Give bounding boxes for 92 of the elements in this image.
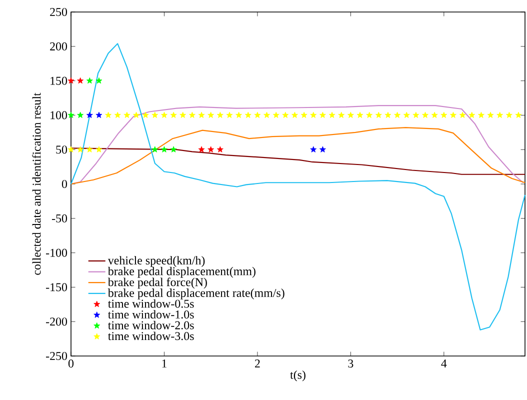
x-tick-label: 2 [254,360,260,368]
point [86,77,93,84]
point [338,112,345,118]
y-tick-label: -100 [46,248,68,257]
point [133,112,140,118]
y-tick-label: -250 [46,352,68,360]
point [170,146,177,152]
y-tick-label: 0 [62,180,68,188]
x-tick-label: 0 [68,360,74,368]
point [515,112,522,118]
point [236,112,242,118]
y-tick-label: 100 [50,111,68,120]
point [198,146,205,152]
legend-label: brake pedal displacement rate(mm/s) [108,288,284,300]
point [310,146,317,152]
point [328,112,336,118]
point [300,112,308,118]
point [272,112,280,118]
point [356,112,364,118]
legend-label: brake pedal force(N) [108,278,207,289]
point [180,112,186,118]
point [152,112,158,118]
y-tick-label: 50 [56,146,68,154]
point [292,112,298,118]
y-tick-label: 200 [50,42,68,50]
point [440,112,448,118]
point [412,112,420,118]
point [170,112,177,118]
point [114,112,121,118]
point [282,112,289,118]
point [403,112,410,118]
point [226,112,233,118]
point [216,112,224,118]
y-tick-label: -200 [46,318,68,326]
point [244,112,252,118]
point [77,77,84,84]
point [142,112,149,118]
point [152,146,158,152]
y-tick-label: -50 [52,214,68,222]
point [366,112,373,118]
point [77,146,84,152]
point [394,112,401,118]
point [384,112,392,118]
legend-label: time window-0.5s [108,299,194,308]
legend-label: vehicle speed(km/h) [108,256,205,267]
point [422,112,428,118]
point [68,77,74,84]
point [459,112,466,118]
point [96,146,102,152]
x-tick-label: 3 [348,360,354,368]
legend-label: brake pedal displacement(mm) [108,266,256,278]
point [208,146,214,152]
point [96,77,102,84]
point [188,112,196,118]
point [105,112,112,118]
x-axis-title: t(s) [290,370,306,382]
point [254,112,261,118]
point [487,112,494,118]
point [450,112,456,118]
point [319,146,326,152]
point [496,112,504,118]
line-series [70,127,526,185]
point [86,146,93,152]
point [478,112,484,118]
y-tick-label: 250 [50,8,68,16]
y-tick-label: 150 [50,76,68,85]
point [77,112,84,118]
legend-label: time window-1.0s [108,310,194,319]
x-tick-label: 4 [441,360,447,368]
legend-label: time window-2.0s [108,320,194,330]
point [68,112,74,118]
y-tick-label: -150 [46,283,68,292]
point [375,112,382,118]
point [86,112,93,118]
point [319,112,326,118]
point [310,112,317,118]
point [264,112,270,118]
point [431,112,438,118]
x-tick-label: 1 [162,360,166,368]
point [506,112,512,118]
point [468,112,476,118]
point [160,146,168,152]
legend-label: time window-3.0s [108,332,194,340]
point [96,112,102,118]
point [160,112,168,118]
point [124,112,130,118]
point [347,112,354,118]
point [68,146,74,152]
point [208,112,214,118]
point [216,146,224,152]
point [198,112,205,118]
y-axis-title: collected date and identification result [32,92,41,275]
